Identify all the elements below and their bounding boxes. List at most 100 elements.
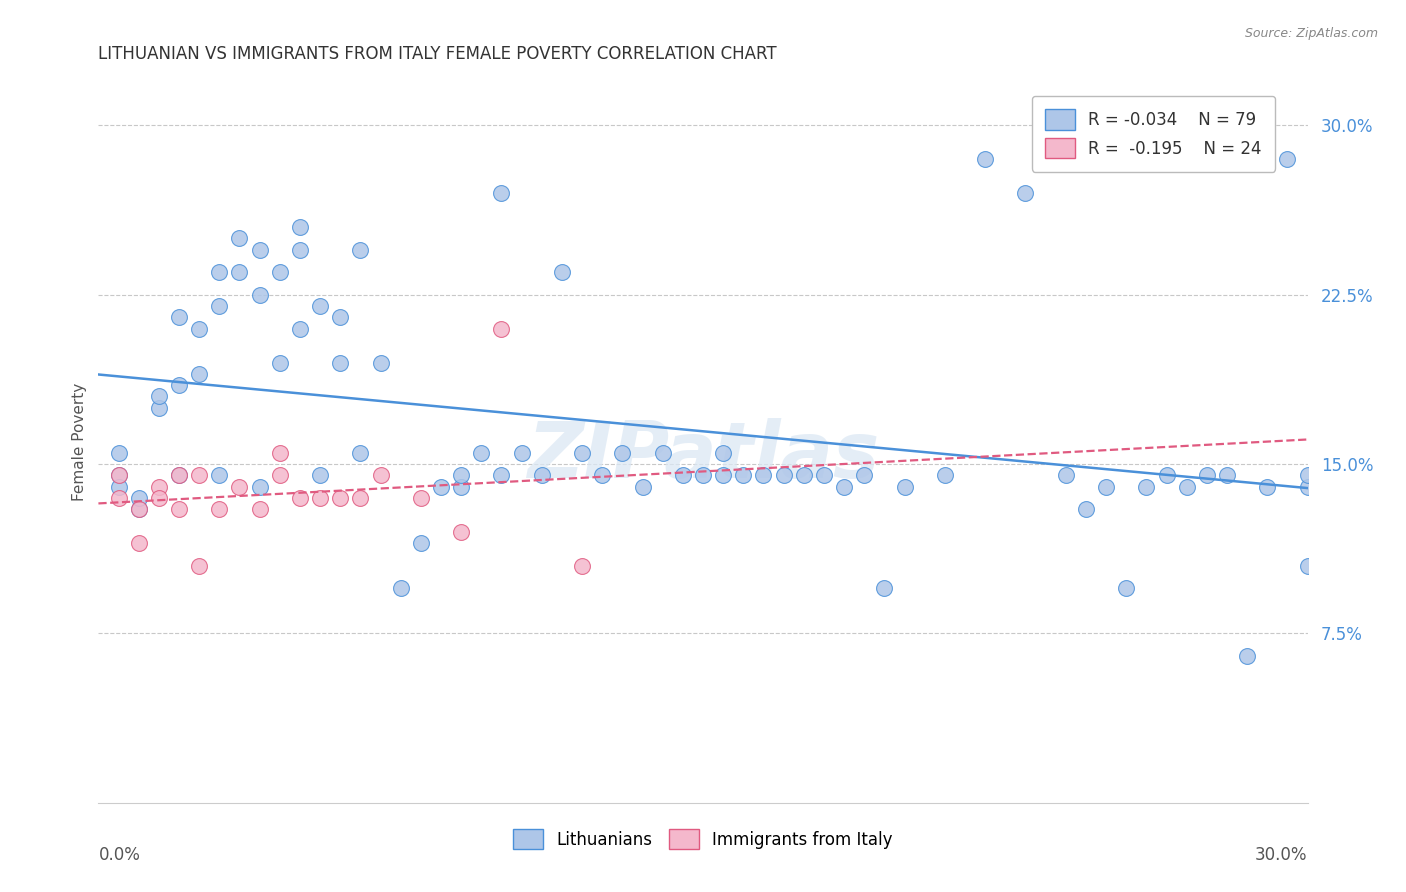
Point	[752, 468, 775, 483]
Point	[269, 265, 291, 279]
Point	[329, 491, 352, 505]
Point	[167, 378, 190, 392]
Point	[772, 468, 794, 483]
Point	[832, 480, 855, 494]
Point	[1074, 502, 1097, 516]
Point	[491, 321, 513, 335]
Point	[651, 446, 673, 460]
Point	[793, 468, 815, 483]
Point	[873, 582, 896, 596]
Point	[450, 524, 472, 539]
Point	[349, 243, 371, 257]
Point	[107, 446, 129, 460]
Point	[228, 265, 250, 279]
Point	[107, 468, 129, 483]
Point	[893, 480, 915, 494]
Point	[491, 186, 513, 201]
Point	[1156, 468, 1178, 483]
Point	[329, 310, 352, 325]
Text: 30.0%: 30.0%	[1256, 847, 1308, 864]
Point	[208, 265, 231, 279]
Point	[269, 468, 291, 483]
Point	[107, 480, 129, 494]
Point	[591, 468, 613, 483]
Point	[208, 468, 231, 483]
Point	[571, 446, 593, 460]
Point	[269, 355, 291, 369]
Point	[188, 558, 211, 573]
Point	[551, 265, 574, 279]
Point	[1014, 186, 1036, 201]
Point	[329, 355, 352, 369]
Point	[107, 491, 129, 505]
Point	[430, 480, 453, 494]
Point	[288, 321, 311, 335]
Point	[349, 491, 371, 505]
Point	[409, 491, 432, 505]
Point	[389, 582, 412, 596]
Point	[167, 502, 190, 516]
Point	[128, 536, 150, 550]
Point	[934, 468, 956, 483]
Point	[711, 468, 734, 483]
Point	[1115, 582, 1137, 596]
Point	[208, 299, 231, 313]
Point	[733, 468, 755, 483]
Point	[571, 558, 593, 573]
Point	[148, 389, 170, 403]
Point	[309, 491, 332, 505]
Point	[128, 502, 150, 516]
Point	[631, 480, 654, 494]
Point	[1277, 153, 1299, 167]
Point	[249, 480, 271, 494]
Point	[450, 480, 472, 494]
Text: LITHUANIAN VS IMMIGRANTS FROM ITALY FEMALE POVERTY CORRELATION CHART: LITHUANIAN VS IMMIGRANTS FROM ITALY FEMA…	[98, 45, 778, 63]
Point	[188, 321, 211, 335]
Text: ZIPatlas: ZIPatlas	[527, 418, 879, 494]
Point	[188, 468, 211, 483]
Point	[269, 446, 291, 460]
Point	[148, 491, 170, 505]
Point	[1296, 468, 1319, 483]
Point	[1236, 648, 1258, 663]
Point	[1195, 468, 1218, 483]
Point	[711, 446, 734, 460]
Text: Source: ZipAtlas.com: Source: ZipAtlas.com	[1244, 27, 1378, 40]
Point	[491, 468, 513, 483]
Point	[188, 367, 211, 381]
Point	[1095, 480, 1118, 494]
Point	[148, 401, 170, 415]
Point	[249, 243, 271, 257]
Point	[672, 468, 695, 483]
Point	[249, 502, 271, 516]
Point	[409, 536, 432, 550]
Point	[1175, 480, 1198, 494]
Y-axis label: Female Poverty: Female Poverty	[72, 383, 87, 500]
Point	[450, 468, 472, 483]
Point	[148, 480, 170, 494]
Point	[530, 468, 553, 483]
Point	[228, 231, 250, 245]
Point	[309, 299, 332, 313]
Point	[309, 468, 332, 483]
Point	[288, 243, 311, 257]
Point	[813, 468, 835, 483]
Point	[107, 468, 129, 483]
Point	[1296, 480, 1319, 494]
Point	[692, 468, 714, 483]
Point	[1256, 480, 1278, 494]
Point	[470, 446, 492, 460]
Point	[1296, 558, 1319, 573]
Point	[1054, 468, 1077, 483]
Point	[1135, 480, 1157, 494]
Point	[167, 310, 190, 325]
Point	[370, 468, 392, 483]
Point	[853, 468, 876, 483]
Point	[612, 446, 634, 460]
Text: 0.0%: 0.0%	[98, 847, 141, 864]
Point	[288, 220, 311, 235]
Point	[1216, 468, 1239, 483]
Point	[208, 502, 231, 516]
Legend: Lithuanians, Immigrants from Italy: Lithuanians, Immigrants from Italy	[506, 822, 900, 856]
Point	[167, 468, 190, 483]
